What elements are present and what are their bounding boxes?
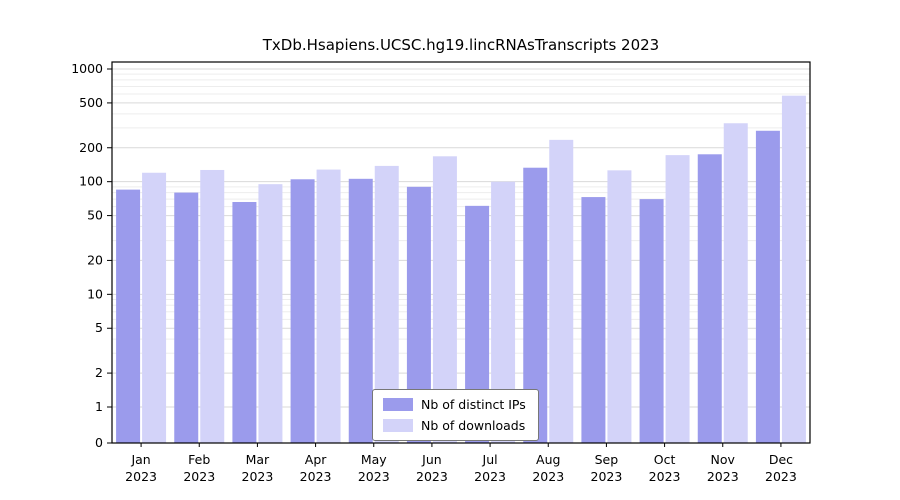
x-tick-label-month: Aug <box>536 452 560 467</box>
plot-border <box>111 61 811 444</box>
legend-label-downloads: Nb of downloads <box>421 418 526 433</box>
legend: Nb of distinct IPs Nb of downloads <box>372 389 539 441</box>
bar-downloads-feb <box>200 169 225 444</box>
x-tick-label-month: Dec <box>769 452 793 467</box>
bar-distinct-ips-may <box>348 178 373 443</box>
x-tick-label-month: Jun <box>421 452 442 467</box>
bar-distinct-ips-sep <box>581 197 606 443</box>
x-tick-label-year: 2023 <box>649 469 681 484</box>
x-tick-label-year: 2023 <box>125 469 157 484</box>
bar-downloads-dec <box>781 95 806 443</box>
x-tick-label-year: 2023 <box>242 469 274 484</box>
bar-downloads-nov <box>723 123 748 443</box>
bar-distinct-ips-feb <box>174 192 199 443</box>
x-tick-label-month: Nov <box>711 452 736 467</box>
bar-distinct-ips-nov <box>697 154 722 444</box>
y-tick-label: 100 <box>79 174 103 189</box>
y-tick-label: 50 <box>87 208 103 223</box>
legend-swatch-distinct-ips <box>383 398 413 411</box>
x-tick-label-year: 2023 <box>765 469 797 484</box>
x-tick-label-month: Feb <box>188 452 210 467</box>
x-tick-label-year: 2023 <box>532 469 564 484</box>
x-tick-label-month: Sep <box>595 452 619 467</box>
bar-downloads-apr <box>316 169 341 443</box>
x-tick-label-month: Jul <box>482 452 498 467</box>
x-tick-label-month: Mar <box>246 452 270 467</box>
x-tick-label-year: 2023 <box>416 469 448 484</box>
y-tick-label: 5 <box>95 320 103 335</box>
x-tick-label-year: 2023 <box>183 469 215 484</box>
plot-background <box>112 62 810 443</box>
y-tick-label: 1000 <box>71 61 103 76</box>
y-tick-label: 1 <box>95 399 103 414</box>
bar-downloads-mar <box>258 184 283 444</box>
x-tick-label-month: Jan <box>130 452 150 467</box>
bar-downloads-jan <box>142 172 167 443</box>
x-tick-label-year: 2023 <box>300 469 332 484</box>
y-tick-label: 500 <box>79 95 103 110</box>
chart-title: TxDb.Hsapiens.UCSC.hg19.lincRNAsTranscri… <box>262 36 660 54</box>
bar-distinct-ips-jan <box>116 189 141 443</box>
y-tick-label: 2 <box>95 365 103 380</box>
bar-distinct-ips-dec <box>755 130 780 444</box>
y-tick-label: 20 <box>87 252 103 267</box>
legend-label-distinct-ips: Nb of distinct IPs <box>421 397 526 412</box>
legend-item-downloads: Nb of downloads <box>383 418 526 433</box>
x-tick-label-year: 2023 <box>591 469 623 484</box>
bar-distinct-ips-oct <box>639 199 664 443</box>
x-tick-label-year: 2023 <box>707 469 739 484</box>
bar-distinct-ips-apr <box>290 179 315 443</box>
x-tick-label-month: Oct <box>654 452 676 467</box>
bar-downloads-sep <box>607 170 632 443</box>
x-tick-label-month: May <box>361 452 387 467</box>
x-tick-label-year: 2023 <box>474 469 506 484</box>
legend-item-distinct-ips: Nb of distinct IPs <box>383 397 526 412</box>
x-tick-label-month: Apr <box>305 452 327 467</box>
bar-downloads-aug <box>549 139 574 443</box>
x-tick-label-year: 2023 <box>358 469 390 484</box>
y-tick-label: 0 <box>95 435 103 450</box>
y-tick-label: 10 <box>87 286 103 301</box>
bar-downloads-oct <box>665 155 690 443</box>
bar-distinct-ips-mar <box>232 201 257 443</box>
legend-swatch-downloads <box>383 419 413 432</box>
y-tick-label: 200 <box>79 140 103 155</box>
